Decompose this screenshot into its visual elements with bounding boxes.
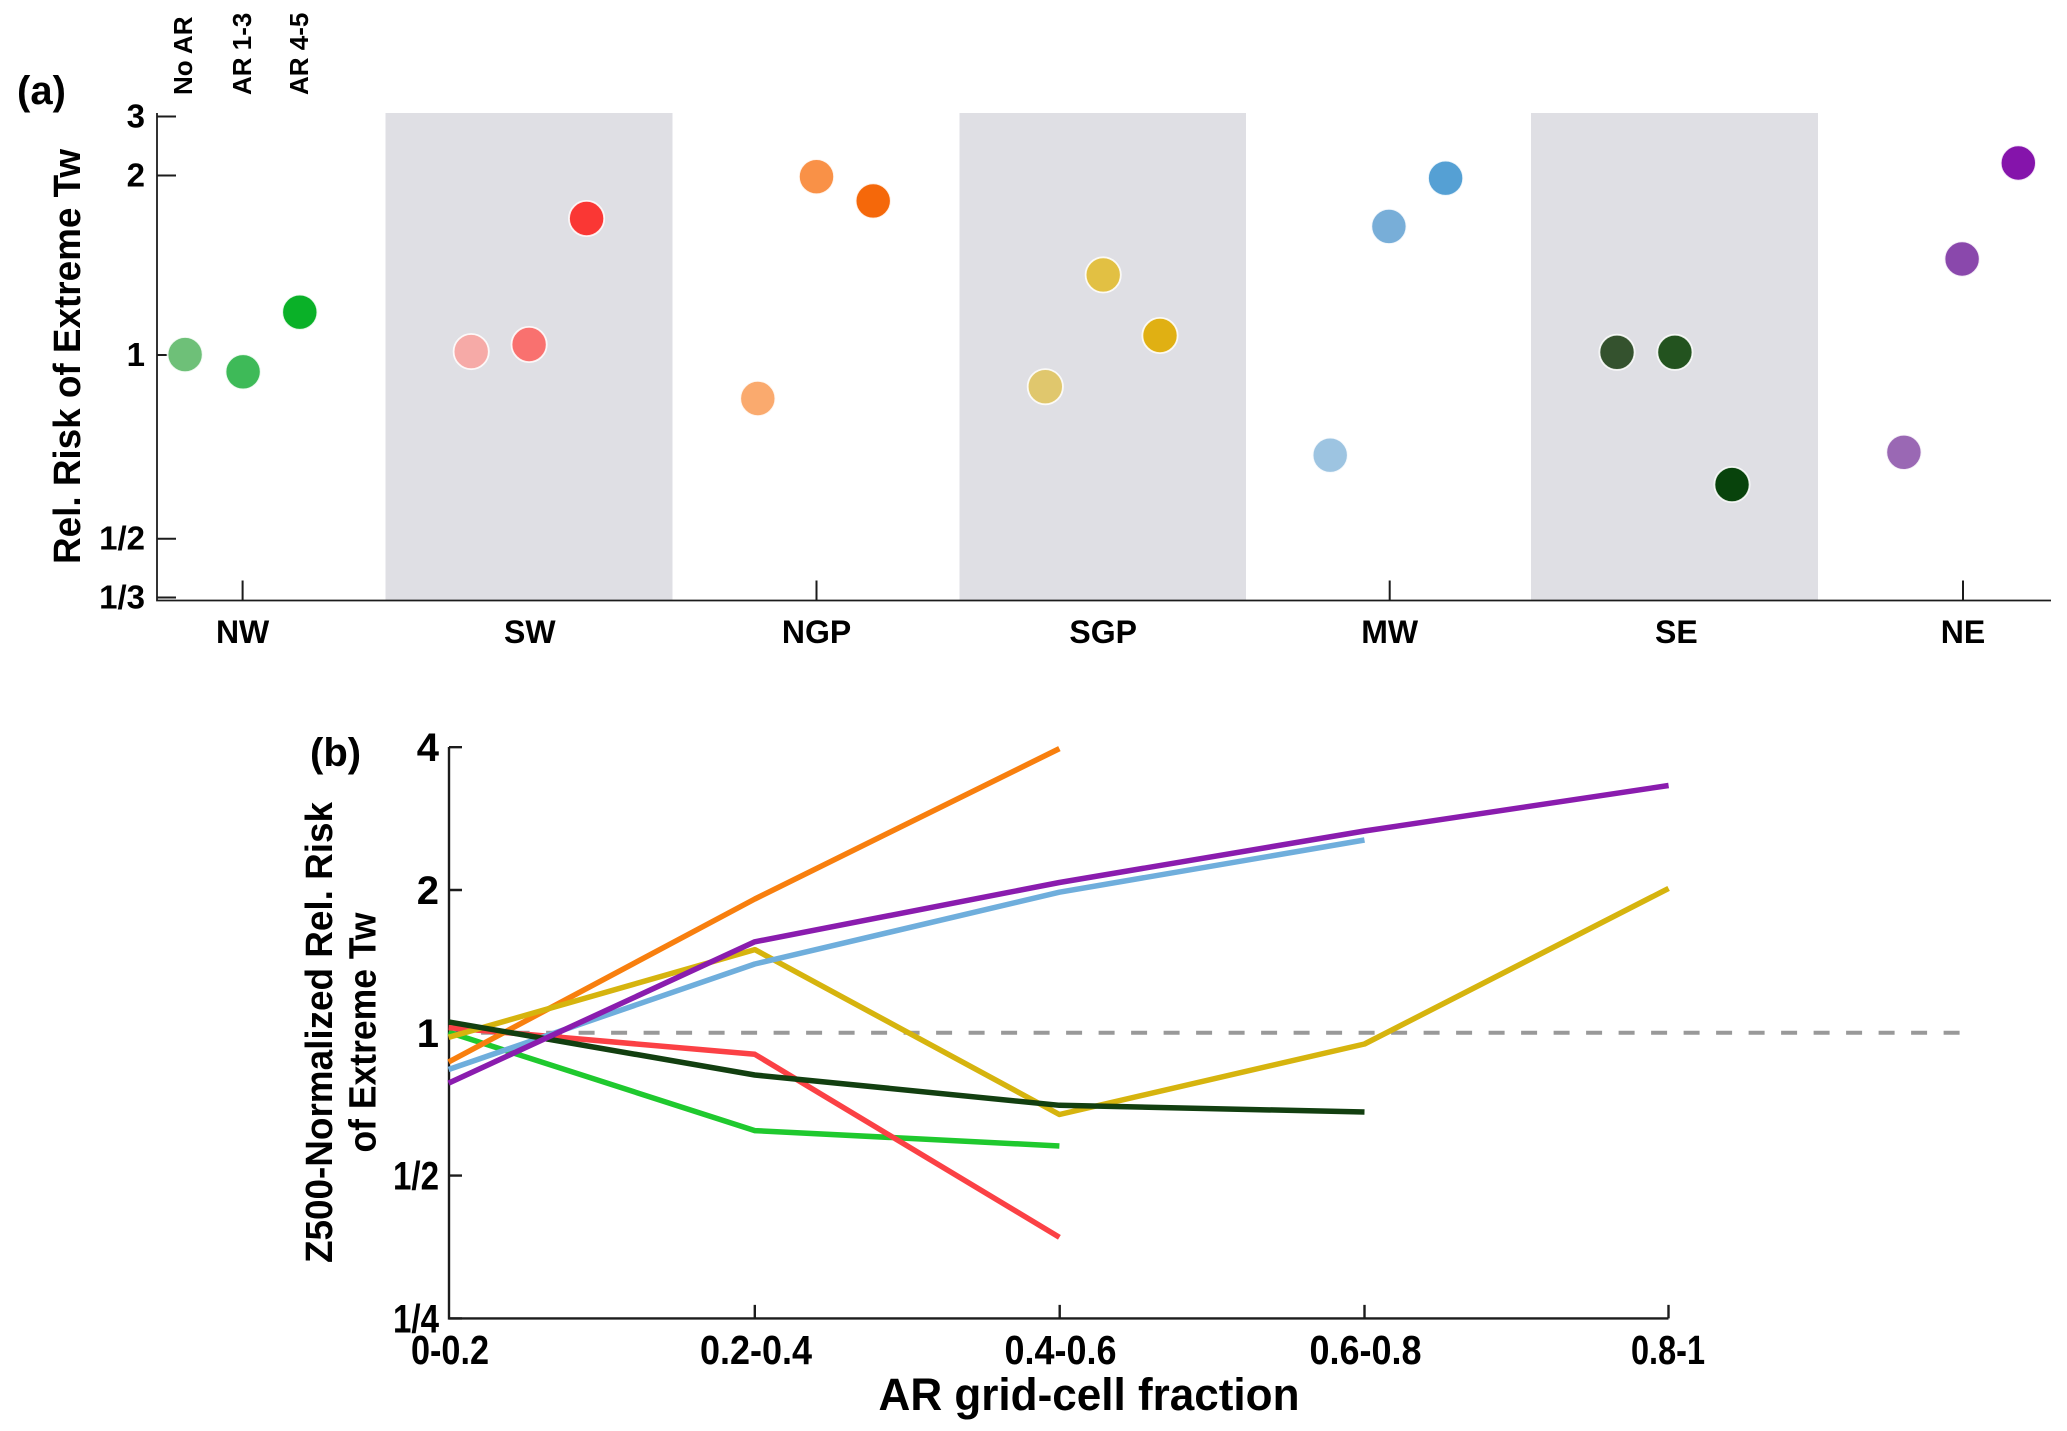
svg-text:NW: NW [216,614,270,650]
svg-text:1/3: 1/3 [99,579,145,616]
svg-text:(b): (b) [310,731,361,775]
svg-text:AR grid-cell fraction: AR grid-cell fraction [879,1369,1300,1420]
svg-text:NGP: NGP [782,614,851,650]
svg-text:0-0.2: 0-0.2 [411,1327,489,1373]
svg-text:MW: MW [1361,614,1419,650]
svg-text:0.6-0.8: 0.6-0.8 [1310,1327,1422,1373]
svg-text:(a): (a) [17,69,66,113]
svg-text:2: 2 [127,157,145,194]
svg-text:AR 4-5: AR 4-5 [284,13,314,95]
svg-text:2: 2 [417,869,439,913]
svg-text:SE: SE [1655,614,1698,650]
svg-text:SW: SW [504,614,556,650]
svg-text:Z500-Normalized Rel. Risk: Z500-Normalized Rel. Risk [299,801,341,1263]
svg-text:1: 1 [127,336,145,373]
svg-text:SGP: SGP [1069,614,1137,650]
svg-text:1/2: 1/2 [393,1155,439,1199]
svg-text:0.4-0.6: 0.4-0.6 [1005,1327,1117,1373]
svg-text:0.2-0.4: 0.2-0.4 [700,1327,812,1373]
svg-text:0.8-1: 0.8-1 [1631,1327,1705,1373]
svg-text:1/4: 1/4 [393,1297,440,1341]
svg-text:AR 1-3: AR 1-3 [227,13,257,95]
svg-text:4: 4 [417,726,440,770]
svg-text:of Extreme Tw: of Extreme Tw [343,912,385,1152]
svg-text:3: 3 [127,98,145,135]
svg-text:1/2: 1/2 [99,520,145,557]
svg-text:1: 1 [417,1012,439,1056]
svg-text:Rel. Risk of Extreme Tw: Rel. Risk of Extreme Tw [47,149,89,564]
svg-text:No AR: No AR [168,16,198,95]
svg-text:NE: NE [1941,614,1985,650]
